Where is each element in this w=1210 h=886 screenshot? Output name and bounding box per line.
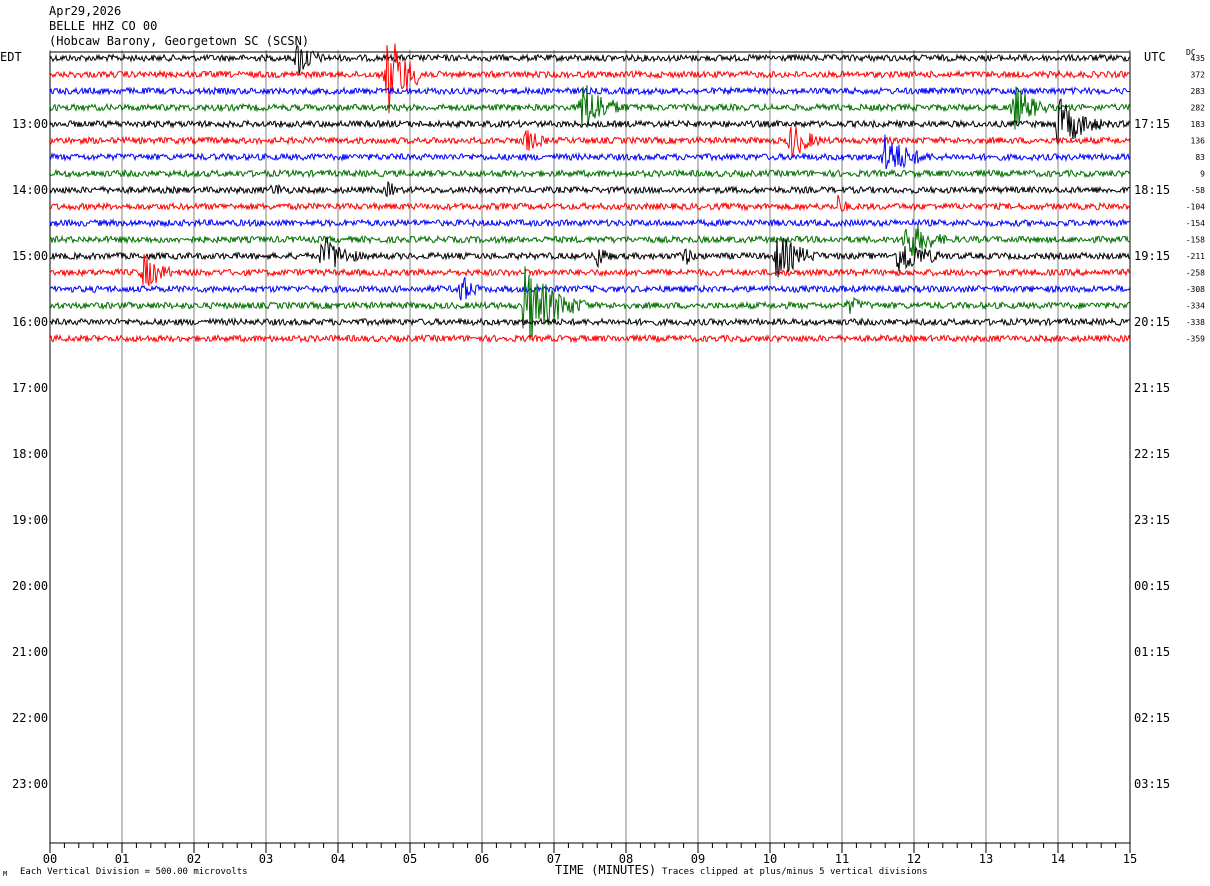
dc-offset-value: 83 [1195, 153, 1205, 162]
left-hour-label: 13:00 [12, 117, 48, 131]
station-label: BELLE HHZ CO 00 [49, 19, 158, 33]
left-hour-label: 15:00 [12, 249, 48, 263]
dc-offset-value: -334 [1186, 302, 1205, 311]
right-hour-label: 23:15 [1134, 513, 1170, 527]
right-hour-label: 02:15 [1134, 711, 1170, 725]
right-hour-label: 21:15 [1134, 381, 1170, 395]
dc-offset-value: 435 [1191, 54, 1206, 63]
x-tick-label: 01 [115, 852, 129, 866]
left-hour-label: 14:00 [12, 183, 48, 197]
clip-note: Traces clipped at plus/minus 5 vertical … [662, 867, 928, 877]
right-hour-label: 03:15 [1134, 777, 1170, 791]
dc-offset-value: -104 [1186, 203, 1205, 212]
seismic-trace-line [49, 218, 1131, 228]
seismic-trace-line [49, 168, 1131, 179]
dc-offset-value: 9 [1200, 170, 1205, 179]
seismic-trace-line [49, 85, 1131, 97]
x-tick-label: 12 [907, 852, 921, 866]
x-tick-label: 00 [43, 852, 57, 866]
seismic-trace-line [49, 236, 1131, 278]
left-hour-label: 19:00 [12, 513, 48, 527]
right-timezone-label: UTC [1144, 50, 1166, 64]
x-axis: 00 01 02 03 04 05 06 07 08 09 10 11 12 13 14 15 [43, 842, 1137, 866]
dc-offset-value: 136 [1191, 137, 1206, 146]
seismic-trace-line [49, 317, 1131, 328]
x-axis-title: TIME (MINUTES) [555, 863, 657, 877]
left-hour-label: 16:00 [12, 315, 48, 329]
x-tick-label: 14 [1051, 852, 1065, 866]
left-hour-label: 20:00 [12, 579, 48, 593]
x-tick-label: 11 [835, 852, 849, 866]
seismic-trace-line [49, 43, 1131, 114]
seismic-traces [49, 43, 1131, 344]
seismic-trace-line [49, 276, 1131, 301]
left-hour-label: 22:00 [12, 711, 48, 725]
hour-labels: 13:00 17:15 14:00 18:15 15:00 19:15 16:00 20:15… [12, 117, 1170, 791]
x-tick-label: 08 [619, 852, 633, 866]
date-label: Apr29,2026 [49, 4, 122, 18]
seismic-trace-line [49, 194, 1131, 212]
dc-offset-value: -338 [1186, 318, 1205, 327]
left-hour-label: 21:00 [12, 645, 48, 659]
right-hour-label: 20:15 [1134, 315, 1170, 329]
seismic-trace-line [49, 181, 1130, 198]
seismic-trace-line [49, 266, 1131, 341]
dc-offset-value: -308 [1186, 285, 1205, 294]
dc-offset-value: -258 [1186, 269, 1205, 278]
left-hour-label: 17:00 [12, 381, 48, 395]
right-hour-label: 17:15 [1134, 117, 1170, 131]
right-hour-label: 22:15 [1134, 447, 1170, 461]
seismic-trace-line [49, 333, 1131, 344]
x-tick-label: 04 [331, 852, 345, 866]
dc-offset-values: 435 372 283 282 183 136 83 9 -58 -104 -154 -158 -211… [1186, 54, 1205, 344]
x-tick-label: 05 [403, 852, 417, 866]
seismic-trace-line [49, 134, 1131, 170]
x-tick-label: 07 [547, 852, 561, 866]
dc-offset-value: -58 [1191, 186, 1206, 195]
right-hour-label: 19:15 [1134, 249, 1170, 263]
x-tick-label: 09 [691, 852, 705, 866]
corner-mark: M [3, 870, 8, 878]
seismic-trace-line [49, 225, 1131, 257]
x-tick-label: 06 [475, 852, 489, 866]
x-tick-label: 13 [979, 852, 993, 866]
dc-offset-value: 283 [1191, 87, 1206, 96]
right-hour-label: 18:15 [1134, 183, 1170, 197]
dc-offset-value: 372 [1191, 71, 1206, 80]
seismic-trace-line [49, 253, 1131, 286]
dc-offset-value: -359 [1186, 335, 1205, 344]
location-label: (Hobcaw Barony, Georgetown SC (SCSN) [49, 34, 310, 48]
x-tick-label: 02 [187, 852, 201, 866]
left-hour-label: 23:00 [12, 777, 48, 791]
dc-offset-value: 282 [1191, 104, 1206, 113]
seismic-trace-line [49, 98, 1131, 146]
x-tick-label: 10 [763, 852, 777, 866]
minute-gridlines [49, 50, 1131, 843]
seismic-trace-line [49, 126, 1131, 157]
seismic-trace-line [49, 85, 1131, 130]
left-hour-label: 18:00 [12, 447, 48, 461]
dc-label: DC [1186, 48, 1196, 57]
x-tick-label: 03 [259, 852, 273, 866]
right-hour-label: 01:15 [1134, 645, 1170, 659]
dc-offset-value: 183 [1191, 120, 1206, 129]
seismic-trace-line [49, 44, 1131, 76]
left-timezone-label: EDT [0, 50, 22, 64]
dc-offset-value: -211 [1186, 252, 1205, 261]
x-tick-label: 15 [1123, 852, 1137, 866]
scale-note: Each Vertical Division = 500.00 microvol… [20, 867, 248, 877]
dc-offset-value: -158 [1186, 236, 1205, 245]
dc-offset-value: -154 [1186, 219, 1205, 228]
right-hour-label: 00:15 [1134, 579, 1170, 593]
